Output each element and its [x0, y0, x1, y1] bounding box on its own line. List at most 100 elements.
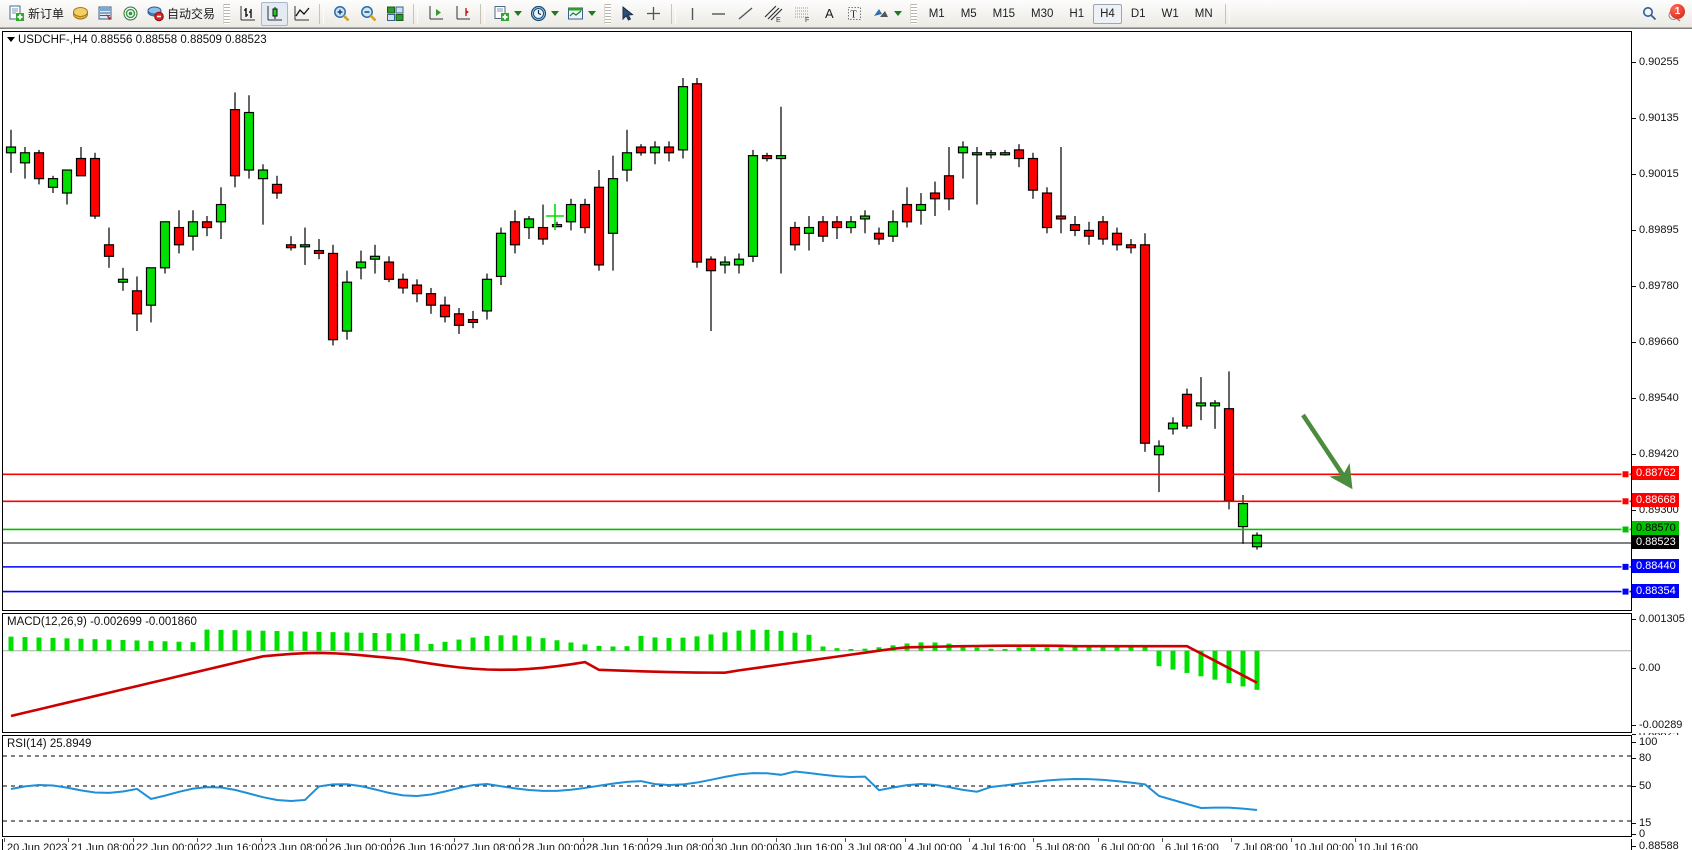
rsi-axis-tick: 100 [1632, 736, 1657, 748]
timeframe-d1[interactable]: D1 [1130, 7, 1146, 20]
zoom-out-button[interactable] [355, 2, 382, 26]
timeframe-m5[interactable]: M5 [960, 7, 977, 20]
candlestick-chart-button[interactable] [261, 1, 289, 26]
svg-text:T: T [850, 10, 856, 21]
templates-button[interactable] [563, 2, 600, 26]
chart-shift-icon [453, 4, 472, 23]
shapes-icon [871, 5, 890, 22]
chevron-down-icon[interactable] [893, 11, 902, 16]
indicators-icon [493, 5, 510, 22]
timeframe-h4[interactable]: H4 [1093, 3, 1122, 24]
equidistant-channel-tool[interactable]: E [759, 2, 788, 26]
text-tool[interactable]: A [817, 2, 842, 26]
time-axis-tick: 4 Jul 16:00 [969, 838, 1026, 850]
svg-text:F: F [805, 17, 809, 23]
time-axis-tick: 10 Jul 00:00 [1291, 838, 1354, 850]
indicators-button[interactable] [489, 2, 526, 26]
toolbar-separator-2 [413, 3, 419, 24]
chevron-down-icon[interactable] [588, 11, 597, 16]
period-button[interactable] [526, 2, 563, 26]
navigator-button[interactable] [118, 2, 143, 26]
fibonacci-tool[interactable]: F [788, 2, 817, 26]
down-trend-arrow[interactable] [3, 32, 1631, 610]
price-chart-pane[interactable]: USDCHF-,H4 0.88556 0.88558 0.88509 0.885… [2, 31, 1632, 611]
price-axis[interactable]: 0.90255 0.90135 0.90015 0.89895 0.89780 0.896… [1632, 31, 1692, 850]
macd-axis-tick: 0.001305 [1632, 613, 1685, 625]
macd-axis-tick: -0.00289 [1632, 719, 1682, 731]
chevron-down-icon[interactable] [551, 11, 560, 16]
auto-trading-button[interactable]: 自动交易 [143, 2, 219, 26]
price-axis-tick: 0.89895 [1632, 224, 1679, 236]
time-axis-tick: 30 Jun 16:00 [776, 838, 843, 850]
toolbar-grip-3[interactable] [909, 3, 917, 24]
time-axis-tick: 22 Jun 00:00 [133, 838, 200, 850]
timeframe-m30[interactable]: M30 [1031, 7, 1054, 20]
data-window-button[interactable] [93, 2, 118, 26]
time-axis-tick: 29 Jun 08:00 [647, 838, 714, 850]
alerts-badge: 1 [1670, 3, 1685, 19]
crosshair-icon [644, 4, 663, 23]
chart-shift-button[interactable] [449, 2, 476, 26]
timeframe-w1[interactable]: W1 [1161, 7, 1179, 20]
timeframe-mn[interactable]: MN [1194, 7, 1213, 20]
time-axis-tick: 30 Jun 00:00 [712, 838, 779, 850]
cursor-tool[interactable] [615, 2, 640, 26]
time-axis-tick: 4 Jul 00:00 [905, 838, 962, 850]
toolbar-separator-4 [671, 3, 677, 24]
new-order-label: 新订单 [28, 7, 65, 21]
shapes-tool[interactable] [867, 2, 906, 26]
time-axis-tick: 26 Jun 16:00 [390, 838, 457, 850]
candlestick-icon [265, 4, 284, 23]
macd-series [3, 629, 1631, 718]
cursor-icon [619, 5, 636, 22]
time-axis-tick: 23 Jun 08:00 [261, 838, 328, 850]
macd-label: MACD(12,26,9) -0.002699 -0.001860 [7, 616, 197, 628]
time-axis-tick: 6 Jul 16:00 [1162, 838, 1219, 850]
timeframe-h1[interactable]: H1 [1069, 7, 1085, 20]
horizontal-line-icon [709, 5, 728, 22]
new-order-button[interactable]: 新订单 [4, 2, 68, 26]
toolbar-grip-2[interactable] [604, 3, 612, 24]
market-watch-button[interactable] [68, 2, 93, 26]
line-chart-button[interactable] [288, 2, 315, 26]
toolbar-grip-1[interactable] [223, 3, 231, 24]
tile-windows-icon [386, 4, 405, 23]
candlestick-series [5, 78, 1263, 550]
crosshair-marker [546, 204, 564, 230]
clock-icon [530, 5, 547, 22]
macd-axis-tick: 0.00 [1632, 662, 1660, 674]
templates-icon [567, 5, 584, 22]
price-axis-tick: 0.89420 [1632, 448, 1679, 460]
macd-pane[interactable]: MACD(12,26,9) -0.002699 -0.001860 [2, 613, 1632, 733]
crosshair-tool[interactable] [640, 2, 667, 26]
rsi-label: RSI(14) 25.8949 [7, 738, 92, 750]
text-label-tool[interactable]: T [842, 2, 867, 26]
search-icon [1641, 5, 1658, 22]
search-button[interactable] [1637, 2, 1662, 26]
time-axis-tick: 27 Jun 08:00 [454, 838, 521, 850]
tile-windows-button[interactable] [382, 2, 409, 26]
vertical-line-tool[interactable] [680, 2, 705, 26]
zoom-in-button[interactable] [328, 2, 355, 26]
line-chart-icon [292, 4, 311, 23]
horizontal-line-tool[interactable] [705, 2, 732, 26]
timeframe-m1[interactable]: M1 [928, 7, 945, 20]
trendline-icon [736, 5, 755, 22]
zoom-in-icon [332, 4, 351, 23]
price-axis-tick: 0.88588 [1632, 840, 1679, 850]
gold-bars-icon [72, 5, 89, 22]
timeframe-m15[interactable]: M15 [992, 7, 1016, 20]
macd-axis: 0.001305 0.00 -0.00289 [1632, 613, 1692, 733]
trendline-tool[interactable] [732, 2, 759, 26]
time-axis[interactable]: 20 Jun 2023 21 Jun 08:00 22 Jun 00:00 22 Ju… [2, 838, 1632, 850]
bar-chart-button[interactable] [234, 2, 261, 26]
time-axis-tick: 7 Jul 08:00 [1231, 838, 1288, 850]
chart-menu-caret-icon[interactable] [7, 37, 15, 43]
chevron-down-icon[interactable] [514, 11, 523, 16]
price-level-lines[interactable] [3, 32, 1631, 610]
text-a-icon: A [825, 6, 834, 21]
alerts-button[interactable]: 1 [1662, 2, 1688, 26]
auto-scroll-button[interactable] [422, 2, 449, 26]
auto-trading-label: 自动交易 [167, 7, 216, 21]
rsi-pane[interactable]: RSI(14) 25.8949 [2, 735, 1632, 837]
